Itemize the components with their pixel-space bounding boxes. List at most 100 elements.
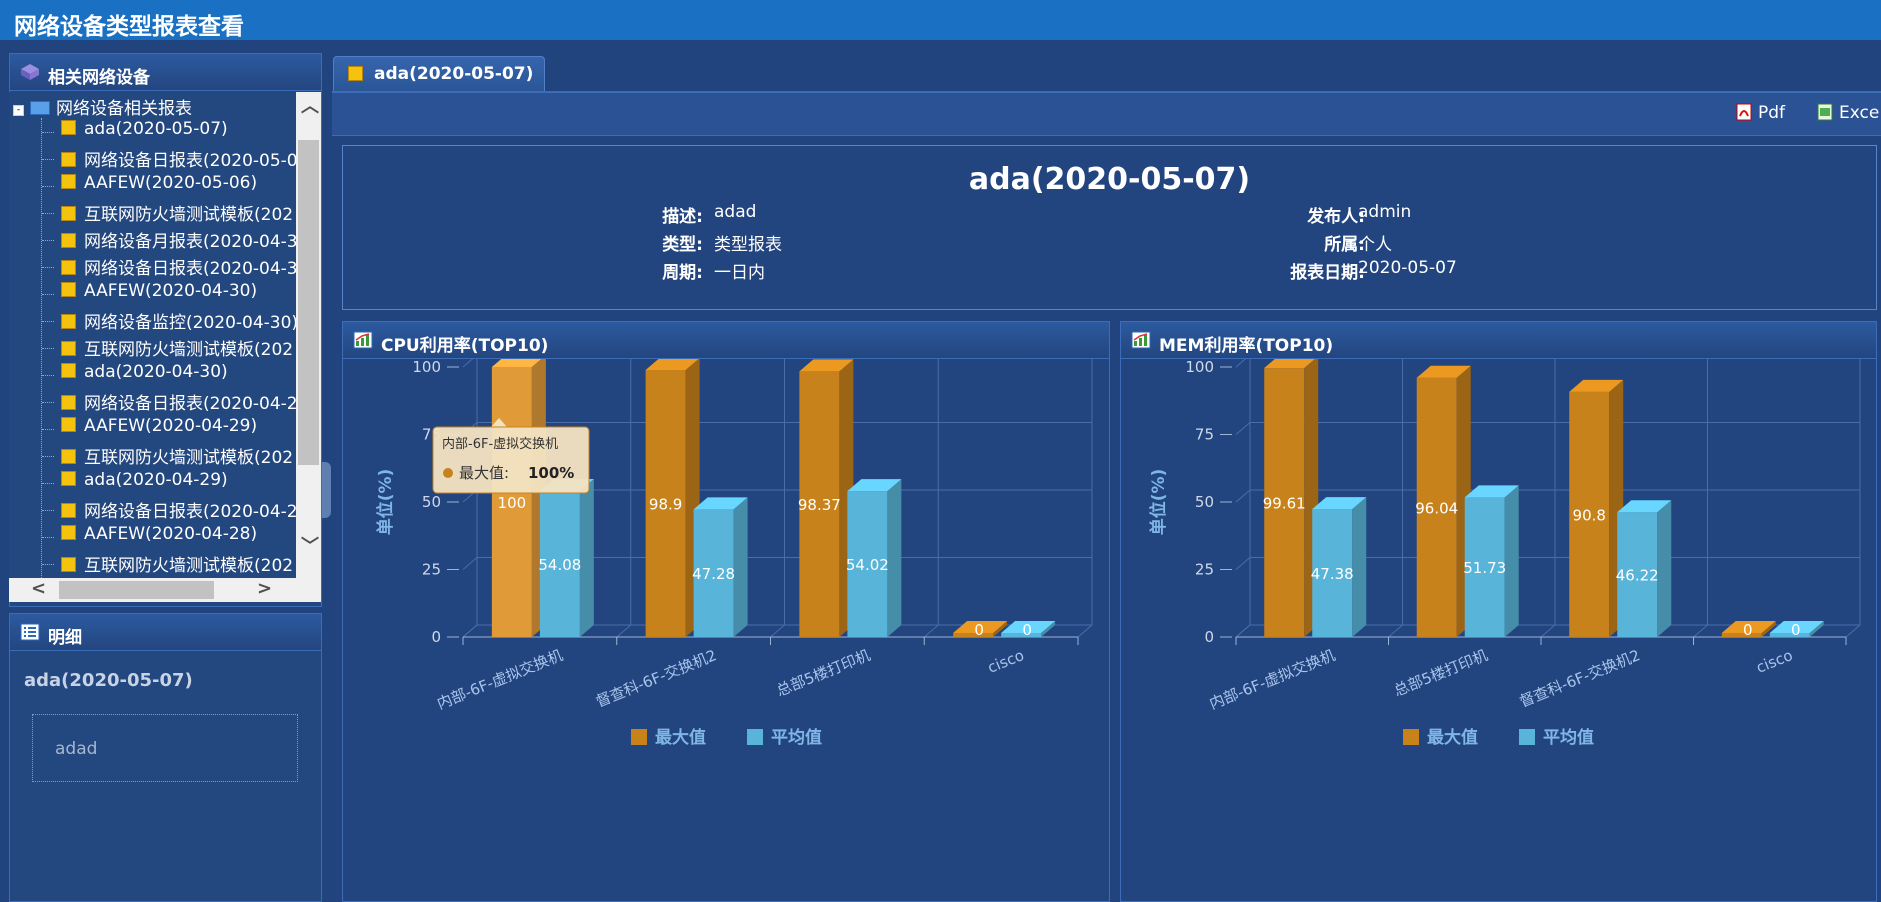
tree-item[interactable]: ada(2020-04-29) (61, 470, 228, 496)
tree-item[interactable]: 网络设备日报表(2020-04-3 (61, 254, 298, 280)
legend-swatch (1519, 729, 1535, 745)
tree-item[interactable]: ada(2020-04-30) (61, 362, 228, 388)
pdf-button[interactable]: Pdf (1736, 103, 1785, 123)
tree-connector (42, 429, 54, 430)
mem-chart: 0 25 50 75 100 单位(%) 99.61 47.38 内部-6F-虚拟交换机 96.0… (1148, 359, 1861, 748)
chart-icon (353, 331, 373, 349)
tree-item[interactable]: AAFEW(2020-04-30) (61, 281, 257, 307)
grid-line (1077, 624, 1093, 638)
grid-line (1235, 359, 1247, 368)
tree-item-label: ada(2020-04-29) (84, 470, 228, 490)
tree-item[interactable]: 网络设备监控(2020-04-30) (61, 308, 298, 334)
tree-root[interactable]: - 网络设备相关报表 (13, 94, 192, 120)
bar (645, 369, 686, 637)
tree-vertical-scroll-thumb[interactable] (298, 140, 319, 465)
tree-item[interactable]: 网络设备日报表(2020-05-0 (61, 146, 298, 172)
tree-item[interactable]: AAFEW(2020-04-29) (61, 416, 257, 442)
scroll-left-icon[interactable]: < (31, 578, 47, 599)
x-tick-label: 内部-6F-虚拟交换机 (1207, 646, 1338, 713)
tooltip-box (432, 426, 590, 494)
data-label: 0 (974, 621, 984, 639)
tree-item-label: AAFEW(2020-05-06) (84, 173, 258, 193)
tree-item[interactable]: AAFEW(2020-04-28) (61, 524, 257, 550)
tree-horizontal-scroll-thumb[interactable] (59, 581, 214, 599)
report-icon (61, 503, 76, 518)
tree-item[interactable]: AAFEW(2020-05-06) (61, 173, 257, 199)
report-icon (61, 395, 76, 410)
bar (1617, 512, 1658, 637)
bar (1264, 368, 1305, 637)
tree-item-label: 网络设备月报表(2020-04-3 (84, 232, 298, 252)
data-label: 90.8 (1573, 506, 1606, 524)
data-label: 99.61 (1263, 495, 1306, 513)
bar-top (1569, 379, 1624, 392)
tree-vertical-scrollbar[interactable]: ︿ ﹀ (296, 92, 321, 578)
detail-title: 明细 (48, 628, 82, 648)
grid-line (462, 359, 474, 368)
tree-horizontal-scrollbar[interactable]: < > (9, 578, 296, 602)
report-info: ada(2020-05-07) 描述: adad 类型: 类型报表 周期: 一日… (342, 145, 1877, 310)
data-label: 54.08 (538, 556, 581, 574)
report-tree[interactable]: - 网络设备相关报表 ada(2020-05-07) 网络设备日报表(2020-05… (9, 92, 320, 602)
tree-connector (42, 240, 54, 241)
y-tick-label: 25 (1195, 561, 1214, 579)
tree-item-label: 网络设备监控(2020-04-30) (84, 313, 299, 333)
data-label: 98.9 (649, 495, 682, 513)
scroll-up-icon[interactable]: ︿ (301, 96, 319, 117)
grid-line (1235, 489, 1251, 503)
scroll-right-icon[interactable]: > (257, 578, 273, 599)
scroll-down-icon[interactable]: ﹀ (301, 536, 319, 557)
tree-connector (42, 213, 54, 214)
legend-label: 平均值 (771, 727, 822, 748)
x-tick-label: cisco (1754, 646, 1796, 677)
data-label: 96.04 (1415, 499, 1458, 517)
detail-report-name: ada(2020-05-07) (24, 670, 193, 691)
publisher-value: admin (1358, 202, 1412, 222)
collapse-icon[interactable]: - (13, 105, 24, 116)
tooltip-marker (443, 468, 453, 478)
tree-item[interactable]: ada(2020-05-07) (61, 119, 228, 145)
x-tick-label: 督查科-6F-交换机2 (1517, 646, 1643, 711)
x-tick-label: 总部5楼打印机 (1391, 646, 1490, 700)
y-tick-label: 100 (1185, 359, 1214, 376)
mem-chart-header: MEM利用率(TOP10) (1121, 322, 1876, 359)
bar (847, 491, 888, 637)
tree-connector (42, 537, 54, 538)
tree-item[interactable]: 网络设备月报表(2020-04-3 (61, 227, 298, 253)
tree-item[interactable]: 互联网防火墙测试模板(202 (61, 551, 293, 577)
report-icon (61, 120, 76, 135)
bar (1721, 633, 1762, 637)
report-icon (61, 152, 76, 167)
y-tick-label: 25 (422, 561, 441, 579)
tree-item-label: 网络设备日报表(2020-04-2 (84, 502, 298, 522)
tree-item[interactable]: 网络设备日报表(2020-04-2 (61, 497, 298, 523)
report-icon (61, 174, 76, 189)
y-tick-label: 0 (1204, 628, 1214, 646)
excel-button[interactable]: Exce (1817, 103, 1879, 123)
bar-top (1416, 365, 1471, 378)
data-label: 0 (1022, 621, 1032, 639)
report-icon (61, 233, 76, 248)
grid-line (1388, 624, 1403, 638)
bar-side (1041, 621, 1056, 637)
report-icon (61, 471, 76, 486)
tree-item[interactable]: 互联网防火墙测试模板(202 (61, 443, 293, 469)
cpu-chart-panel: CPU利用率(TOP10) 0 25 50 75 100 单位(%) 100 54.08 内部-… (342, 321, 1110, 902)
tree-item[interactable]: 互联网防火墙测试模板(202 (61, 335, 293, 361)
detail-panel: 明细 ada(2020-05-07) adad (9, 613, 322, 902)
excel-label: Exce (1839, 103, 1880, 123)
bar-side (733, 497, 748, 637)
owner-key: 所属: (1324, 235, 1365, 255)
sidebar-collapse-handle[interactable] (322, 462, 331, 518)
bar-side (993, 621, 1008, 637)
period-value: 一日内 (714, 263, 765, 283)
tree-item[interactable]: 互联网防火墙测试模板(202 (61, 200, 293, 226)
data-label: 47.28 (692, 565, 735, 583)
tab-report[interactable]: ada(2020-05-07) (333, 56, 545, 91)
report-icon (61, 206, 76, 221)
bar-side (579, 478, 594, 637)
tree-item-label: 互联网防火墙测试模板(202 (84, 556, 294, 576)
tree-connector (42, 132, 54, 133)
tree-item[interactable]: 网络设备日报表(2020-04-2 (61, 389, 298, 415)
